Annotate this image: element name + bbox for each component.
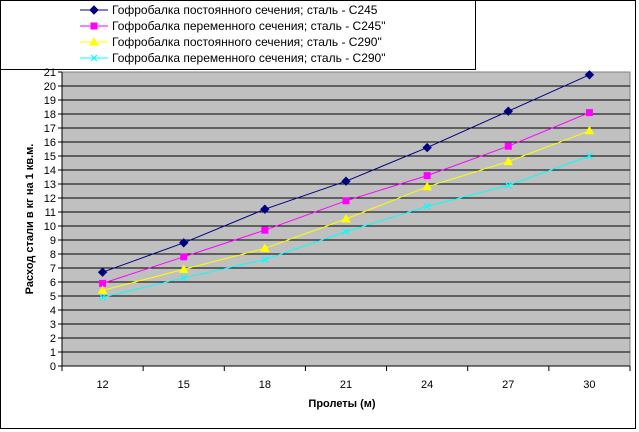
data-point bbox=[178, 264, 189, 273]
y-tick-label: 7 bbox=[50, 263, 56, 275]
data-point bbox=[341, 213, 351, 223]
data-point bbox=[341, 176, 351, 186]
y-tick-label: 15 bbox=[44, 151, 56, 163]
data-point bbox=[585, 109, 593, 117]
data-point bbox=[342, 228, 350, 236]
y-tick-label: 18 bbox=[44, 109, 56, 121]
data-point bbox=[584, 70, 595, 80]
data-point bbox=[261, 256, 269, 264]
y-tick-label: 10 bbox=[44, 221, 56, 233]
legend-marker bbox=[89, 36, 99, 46]
data-point bbox=[180, 253, 188, 261]
data-point bbox=[259, 243, 270, 252]
y-tick-label: 5 bbox=[50, 291, 56, 303]
series-layer bbox=[97, 70, 595, 301]
data-point bbox=[342, 197, 350, 205]
y-tick-label: 1 bbox=[50, 347, 56, 359]
x-tick-label: 21 bbox=[340, 379, 352, 391]
legend-label: Гофробалка переменного сечения; сталь - … bbox=[112, 51, 385, 65]
legend-item: Гофробалка переменного сечения; сталь - … bbox=[80, 51, 385, 65]
legend-marker bbox=[90, 22, 98, 30]
data-point bbox=[261, 226, 269, 234]
x-tick-label: 24 bbox=[421, 379, 433, 391]
data-point bbox=[423, 172, 431, 180]
legend-label: Гофробалка постоянного сечения; сталь - … bbox=[112, 3, 378, 17]
y-tick-label: 17 bbox=[44, 123, 56, 135]
series-3 bbox=[97, 125, 595, 294]
y-tick-label: 2 bbox=[50, 333, 56, 345]
x-tick-label: 27 bbox=[502, 379, 514, 391]
legend: Гофробалка постоянного сечения; сталь - … bbox=[0, 0, 476, 70]
y-tick-label: 16 bbox=[44, 137, 56, 149]
legend-item: Гофробалка постоянного сечения; сталь - … bbox=[80, 3, 378, 17]
x-axis: 12 15 18 21 24 27 30 bbox=[61, 365, 631, 391]
x-tick-label: 30 bbox=[583, 379, 595, 391]
data-point bbox=[504, 181, 512, 189]
y-tick-label: 8 bbox=[50, 249, 56, 261]
data-point bbox=[503, 106, 513, 116]
series-1 bbox=[97, 70, 595, 277]
y-tick-label: 20 bbox=[44, 81, 56, 93]
y-tick-label: 21 bbox=[44, 67, 56, 79]
legend-label: Гофробалка переменного сечения; сталь - … bbox=[112, 19, 385, 33]
y-tick-label: 12 bbox=[44, 193, 56, 205]
y-tick-label: 4 bbox=[50, 305, 56, 317]
legend-marker bbox=[90, 54, 98, 62]
x-tick-label: 18 bbox=[259, 379, 271, 391]
legend-box bbox=[0, 0, 476, 70]
gridlines bbox=[62, 85, 630, 353]
data-point bbox=[423, 202, 431, 210]
y-tick-label: 3 bbox=[50, 319, 56, 331]
x-tick-label: 15 bbox=[178, 379, 190, 391]
y-tick-label: 0 bbox=[50, 361, 56, 373]
y-tick-label: 11 bbox=[45, 207, 56, 219]
legend-marker bbox=[89, 5, 99, 15]
data-point bbox=[180, 274, 188, 282]
data-point bbox=[422, 181, 433, 191]
data-point bbox=[586, 152, 593, 160]
y-tick-label: 13 bbox=[44, 179, 56, 191]
legend-label: Гофробалка постоянного сечения; сталь - … bbox=[112, 35, 382, 49]
data-point bbox=[99, 293, 106, 301]
y-tick-label: 9 bbox=[50, 235, 56, 247]
y-tick-label: 6 bbox=[50, 277, 56, 289]
data-point bbox=[503, 156, 514, 166]
y-tick-label: 19 bbox=[44, 95, 56, 107]
legend-item: Гофробалка переменного сечения; сталь - … bbox=[80, 19, 385, 33]
x-axis-title: Пролеты (м) bbox=[308, 398, 376, 410]
data-point bbox=[97, 267, 108, 277]
data-point bbox=[179, 238, 189, 248]
legend-item: Гофробалка постоянного сечения; сталь - … bbox=[80, 35, 382, 49]
data-point bbox=[97, 285, 108, 294]
data-point bbox=[504, 142, 512, 150]
series-4 bbox=[99, 152, 593, 301]
y-tick-label: 14 bbox=[44, 165, 56, 177]
data-point bbox=[422, 142, 432, 153]
y-axis-title: Расход стали в кг на 1 кв.м. bbox=[24, 144, 36, 295]
data-point bbox=[260, 204, 270, 214]
x-tick-label: 12 bbox=[96, 379, 108, 391]
data-point bbox=[584, 125, 595, 135]
